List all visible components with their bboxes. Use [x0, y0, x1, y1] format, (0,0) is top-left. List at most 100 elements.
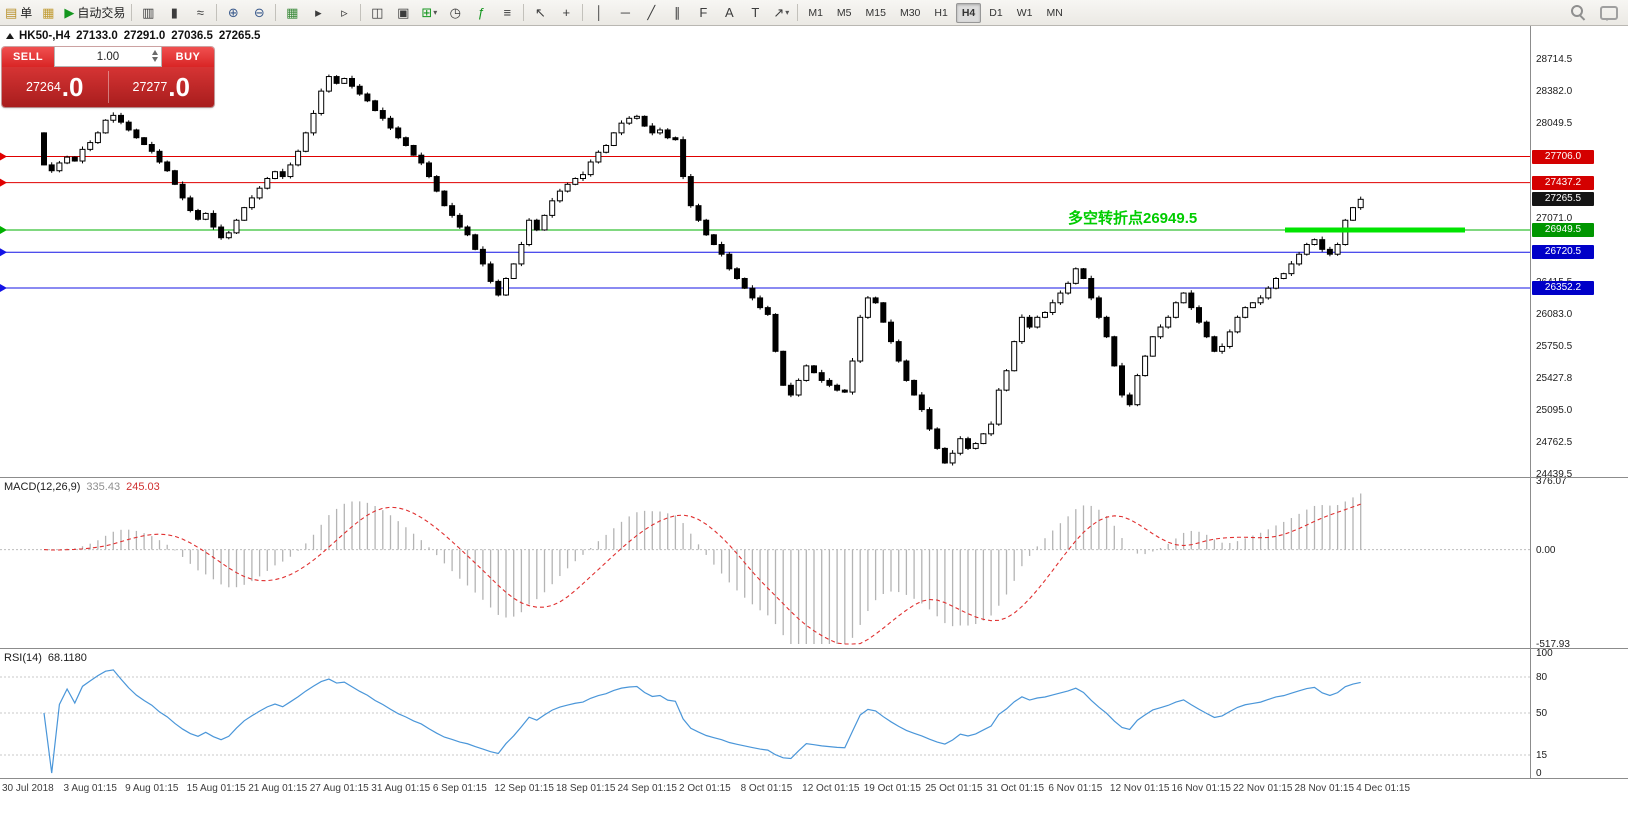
one-click-collapse-icon[interactable] — [6, 33, 14, 39]
search-icon[interactable] — [1571, 5, 1586, 20]
candle — [210, 210, 217, 230]
grid-button[interactable]: ▦ — [280, 3, 304, 23]
candle — [603, 144, 610, 154]
one-click-trading-widget: SELL 1.00 BUY 27264 .0 27277 — [2, 47, 214, 107]
timeframe-mn-button[interactable]: MN — [1046, 6, 1063, 19]
candle — [1088, 275, 1095, 301]
volume-input[interactable]: 1.00 — [54, 47, 162, 67]
candle — [156, 149, 163, 164]
sell-button[interactable]: SELL — [2, 47, 54, 67]
chat-icon[interactable] — [1600, 5, 1618, 21]
sell-price[interactable]: 27264 .0 — [2, 67, 108, 107]
candle — [503, 277, 509, 297]
macd-histogram — [51, 493, 1362, 644]
time-axis-label: 30 Jul 2018 — [2, 783, 54, 794]
horizontal-line-icon: ─ — [620, 5, 630, 20]
candle — [1211, 335, 1218, 353]
timeframe-h4-button[interactable]: H4 — [955, 2, 982, 23]
candle — [48, 162, 55, 173]
clock-button[interactable]: ◷ — [443, 3, 467, 23]
level-edge-marker — [0, 152, 7, 161]
panel-separator[interactable] — [0, 477, 1628, 478]
equidistant-channel-button[interactable]: ∥ — [665, 3, 689, 23]
buy-price[interactable]: 27277 .0 — [109, 67, 215, 107]
charts-menu-button[interactable]: ▦ — [36, 3, 60, 23]
candles-layer — [41, 74, 1364, 466]
rsi-chart-layer — [0, 669, 1530, 774]
price-chart-panel[interactable]: HK50-,H4 27133.0 27291.0 27036.5 27265.5… — [0, 26, 1530, 477]
candle — [718, 241, 725, 257]
autotrading-button[interactable]: ▶ 自动交易 — [62, 3, 127, 23]
candle — [872, 296, 879, 304]
level-edge-marker — [0, 283, 7, 292]
candle — [533, 218, 540, 232]
macd-axis-label: -517.93 — [1536, 639, 1570, 650]
candle — [618, 120, 625, 136]
buy-button[interactable]: BUY — [162, 47, 214, 67]
new-order-button[interactable]: ▤ 单 — [3, 3, 34, 23]
candle — [1157, 324, 1164, 339]
objects-list-button[interactable]: ≡ — [495, 3, 519, 23]
candle — [526, 218, 533, 247]
tile-windows-button[interactable]: ◫ — [365, 3, 389, 23]
macd-indicator-panel[interactable]: MACD(12,26,9) 335.43 245.03 — [0, 478, 1530, 648]
rsi-indicator-panel[interactable]: RSI(14) 68.1180 — [0, 649, 1530, 778]
timeframe-w1-button[interactable]: W1 — [1016, 6, 1033, 19]
candle — [972, 442, 979, 450]
candle — [1311, 238, 1318, 246]
crosshair-button[interactable]: + — [554, 3, 578, 23]
candle — [710, 234, 717, 246]
fibonacci-button[interactable]: F — [691, 3, 715, 23]
candle — [295, 149, 302, 167]
candle — [426, 160, 432, 179]
candle — [1034, 315, 1041, 329]
time-axis-label: 27 Aug 01:15 — [309, 783, 369, 794]
text-button[interactable]: A — [717, 3, 741, 23]
candle — [279, 168, 286, 179]
price-axis[interactable]: 28714.528382.028049.527071.026415.526083… — [1530, 26, 1628, 779]
volume-up-icon[interactable] — [152, 50, 158, 55]
zoom-out-button[interactable]: ⊖ — [247, 3, 271, 23]
horizontal-line-button[interactable]: ─ — [613, 3, 637, 23]
volume-value: 1.00 — [96, 50, 120, 63]
bar-chart-button[interactable]: ▥ — [136, 3, 160, 23]
candle — [849, 357, 856, 395]
panel-separator[interactable] — [0, 778, 1628, 779]
candlestick-chart-button[interactable]: ▮ — [162, 3, 186, 23]
candle — [772, 313, 779, 353]
candle — [1273, 277, 1279, 290]
cascade-windows-button[interactable]: ▣ — [391, 3, 415, 23]
trendline-button[interactable]: ╱ — [639, 3, 663, 23]
buy-price-prefix: 27277 — [132, 80, 168, 94]
cursor-button[interactable]: ↖ — [528, 3, 552, 23]
candle — [1080, 267, 1087, 280]
timeframe-m1-button[interactable]: M1 — [808, 6, 823, 19]
candle — [680, 136, 687, 180]
timeframe-m15-button[interactable]: M15 — [865, 6, 886, 19]
new-chart-button[interactable]: ⊞ ▾ — [417, 3, 441, 23]
text-label-button[interactable]: T — [743, 3, 767, 23]
zoom-in-button[interactable]: ⊕ — [221, 3, 245, 23]
line-chart-button[interactable]: ≈ — [188, 3, 212, 23]
indicators-icon: ƒ — [477, 5, 485, 20]
timeframe-h1-button[interactable]: H1 — [934, 6, 948, 19]
vertical-line-button[interactable]: │ — [587, 3, 611, 23]
volume-down-icon[interactable] — [152, 57, 158, 62]
candle — [857, 314, 864, 364]
timeframe-m30-button[interactable]: M30 — [899, 6, 921, 19]
candle — [233, 218, 240, 234]
auto-scroll-button[interactable]: ▸ — [306, 3, 330, 23]
price-level-badge: 26352.2 — [1532, 280, 1594, 295]
indicators-button[interactable]: ƒ — [469, 3, 493, 23]
candle — [1226, 329, 1233, 349]
panel-separator[interactable] — [0, 648, 1628, 649]
time-axis[interactable]: 30 Jul 2018 3 Aug 01:15 9 Aug 01:15 15 Aug … — [0, 779, 1628, 825]
time-axis-label: 15 Aug 01:15 — [186, 783, 246, 794]
zoom-out-icon: ⊖ — [253, 5, 265, 20]
chart-shift-button[interactable]: ▹ — [332, 3, 356, 23]
arrows-button[interactable]: ↗ ▾ — [769, 3, 793, 23]
time-axis-label: 24 Sep 01:15 — [617, 783, 678, 794]
timeframe-d1-button[interactable]: D1 — [989, 6, 1003, 19]
timeframe-m5-button[interactable]: M5 — [836, 6, 852, 19]
chart-shift-icon: ▹ — [341, 5, 348, 20]
